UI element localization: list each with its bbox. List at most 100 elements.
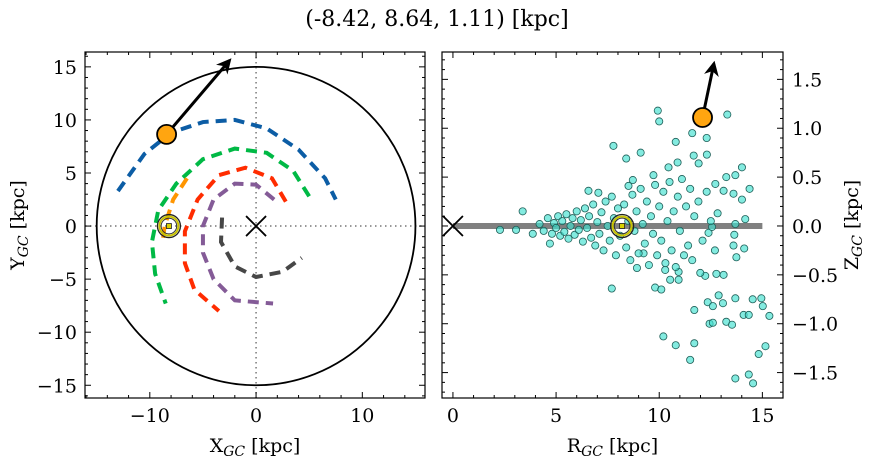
scatter-point bbox=[671, 263, 680, 272]
x-tick-label: 0 bbox=[250, 405, 262, 427]
y-tick-label: −5 bbox=[49, 269, 77, 291]
scatter-point bbox=[686, 184, 695, 193]
scatter-point bbox=[704, 228, 713, 237]
sun-outer-ring bbox=[609, 213, 635, 239]
scatter-point bbox=[690, 306, 699, 315]
scatter-point bbox=[518, 207, 527, 216]
axes-frame bbox=[84, 51, 426, 399]
scatter-point bbox=[547, 229, 556, 238]
plot-area bbox=[85, 52, 425, 398]
scatter-point bbox=[572, 207, 581, 216]
scatter-point bbox=[552, 223, 561, 232]
x-axis-label-main: X bbox=[210, 435, 224, 457]
scatter-point bbox=[593, 218, 602, 227]
scatter-point bbox=[675, 226, 684, 235]
scatter-point bbox=[535, 220, 544, 229]
y-tick-label: 0.0 bbox=[792, 216, 822, 238]
scatter-point bbox=[729, 189, 738, 198]
scatter-point bbox=[708, 302, 717, 311]
scatter-point bbox=[690, 339, 699, 348]
orbit-line bbox=[218, 217, 303, 280]
y-tick-label: −15 bbox=[37, 375, 77, 397]
x-tick-label: 10 bbox=[647, 405, 671, 427]
y-tick-label: 0 bbox=[65, 216, 77, 238]
scatter-point bbox=[663, 217, 672, 226]
scatter-point bbox=[706, 217, 715, 226]
scatter-point bbox=[646, 212, 655, 221]
scatter-point bbox=[528, 229, 537, 238]
velocity-arrow bbox=[165, 58, 232, 136]
scatter-point bbox=[677, 175, 686, 184]
scatter-point bbox=[740, 244, 749, 253]
scatter-point bbox=[671, 137, 680, 146]
scatter-point bbox=[566, 221, 575, 230]
scatter-point bbox=[730, 230, 739, 239]
sun-inner-ring bbox=[613, 217, 631, 235]
boundary-circle bbox=[95, 65, 417, 387]
scatter-point bbox=[682, 202, 691, 211]
scatter-point bbox=[659, 332, 668, 341]
scatter-point bbox=[657, 236, 666, 245]
scatter-point bbox=[589, 200, 598, 209]
scatter-point bbox=[564, 234, 573, 243]
scatter-point bbox=[580, 204, 589, 213]
star-marker bbox=[692, 107, 713, 128]
scatter-point bbox=[719, 270, 728, 279]
scatter-point bbox=[702, 134, 711, 143]
scatter-point bbox=[711, 179, 720, 188]
scatter-point bbox=[731, 220, 740, 229]
scatter-point bbox=[690, 212, 699, 221]
scatter-point bbox=[749, 379, 758, 388]
scatter-point bbox=[674, 275, 683, 284]
scatter-point bbox=[765, 311, 774, 320]
scatter-point bbox=[673, 158, 682, 167]
scatter-point bbox=[669, 207, 678, 216]
x-axis-label-unit: [kpc] bbox=[245, 435, 300, 457]
scatter-point bbox=[722, 173, 731, 182]
scatter-point bbox=[585, 212, 594, 221]
y-axis-label-unit: [kpc] bbox=[841, 180, 863, 235]
scatter-point bbox=[744, 310, 753, 319]
y-axis-label-main: Z bbox=[841, 257, 863, 270]
scatter-point bbox=[649, 229, 658, 238]
scatter-point bbox=[748, 295, 757, 304]
scatter-point bbox=[745, 184, 754, 193]
x-tick-label: 10 bbox=[350, 405, 374, 427]
sun-ring bbox=[158, 215, 180, 237]
x-axis-label-main: R bbox=[567, 435, 582, 457]
scatter-point bbox=[543, 214, 552, 223]
scatter-point bbox=[640, 239, 649, 248]
scatter-point bbox=[731, 294, 740, 303]
scatter-point bbox=[698, 236, 707, 245]
x-axis-label: RGC [kpc] bbox=[567, 435, 658, 460]
scatter-point bbox=[667, 246, 676, 255]
scatter-point bbox=[578, 237, 587, 246]
scatter-point bbox=[655, 117, 664, 126]
scatter-point bbox=[713, 209, 722, 218]
scatter-point bbox=[583, 223, 592, 232]
x-axis-label-unit: [kpc] bbox=[603, 435, 658, 457]
scatter-point bbox=[622, 243, 631, 252]
scatter-point bbox=[723, 110, 732, 119]
sun-center bbox=[619, 223, 625, 229]
scatter-point bbox=[512, 225, 521, 234]
scatter-point bbox=[686, 355, 695, 364]
scatter-point bbox=[679, 251, 688, 260]
x-tick-label: 5 bbox=[550, 405, 562, 427]
y-tick-label: 0.5 bbox=[792, 167, 822, 189]
scatter-point bbox=[671, 341, 680, 350]
scatter-point bbox=[587, 233, 596, 242]
scatter-point bbox=[694, 159, 703, 168]
plot-area bbox=[442, 106, 774, 388]
scatter-point bbox=[729, 241, 738, 250]
scatter-point bbox=[636, 148, 645, 157]
scatter-point bbox=[728, 320, 737, 329]
scatter-point bbox=[719, 186, 728, 195]
scatter-point bbox=[584, 186, 593, 195]
scatter-point bbox=[737, 163, 746, 172]
scatter-point bbox=[628, 176, 637, 185]
sun-center bbox=[166, 223, 172, 229]
scatter-point bbox=[757, 294, 766, 303]
